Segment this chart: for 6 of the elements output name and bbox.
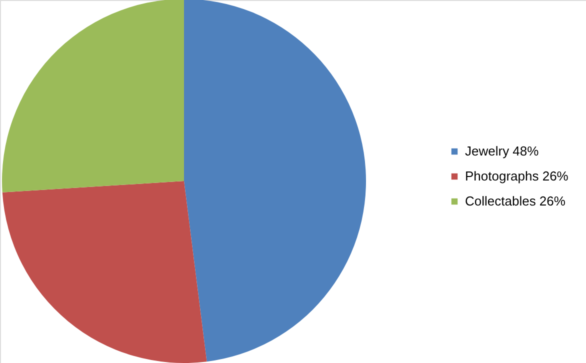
legend-label: Photographs 26% [465,168,569,184]
pie-slice [2,181,207,363]
legend-label: Jewelry 48% [465,144,540,158]
legend-label: Collectables 26% [465,194,566,208]
pie-slice [2,0,184,192]
pie-slice [184,0,366,362]
